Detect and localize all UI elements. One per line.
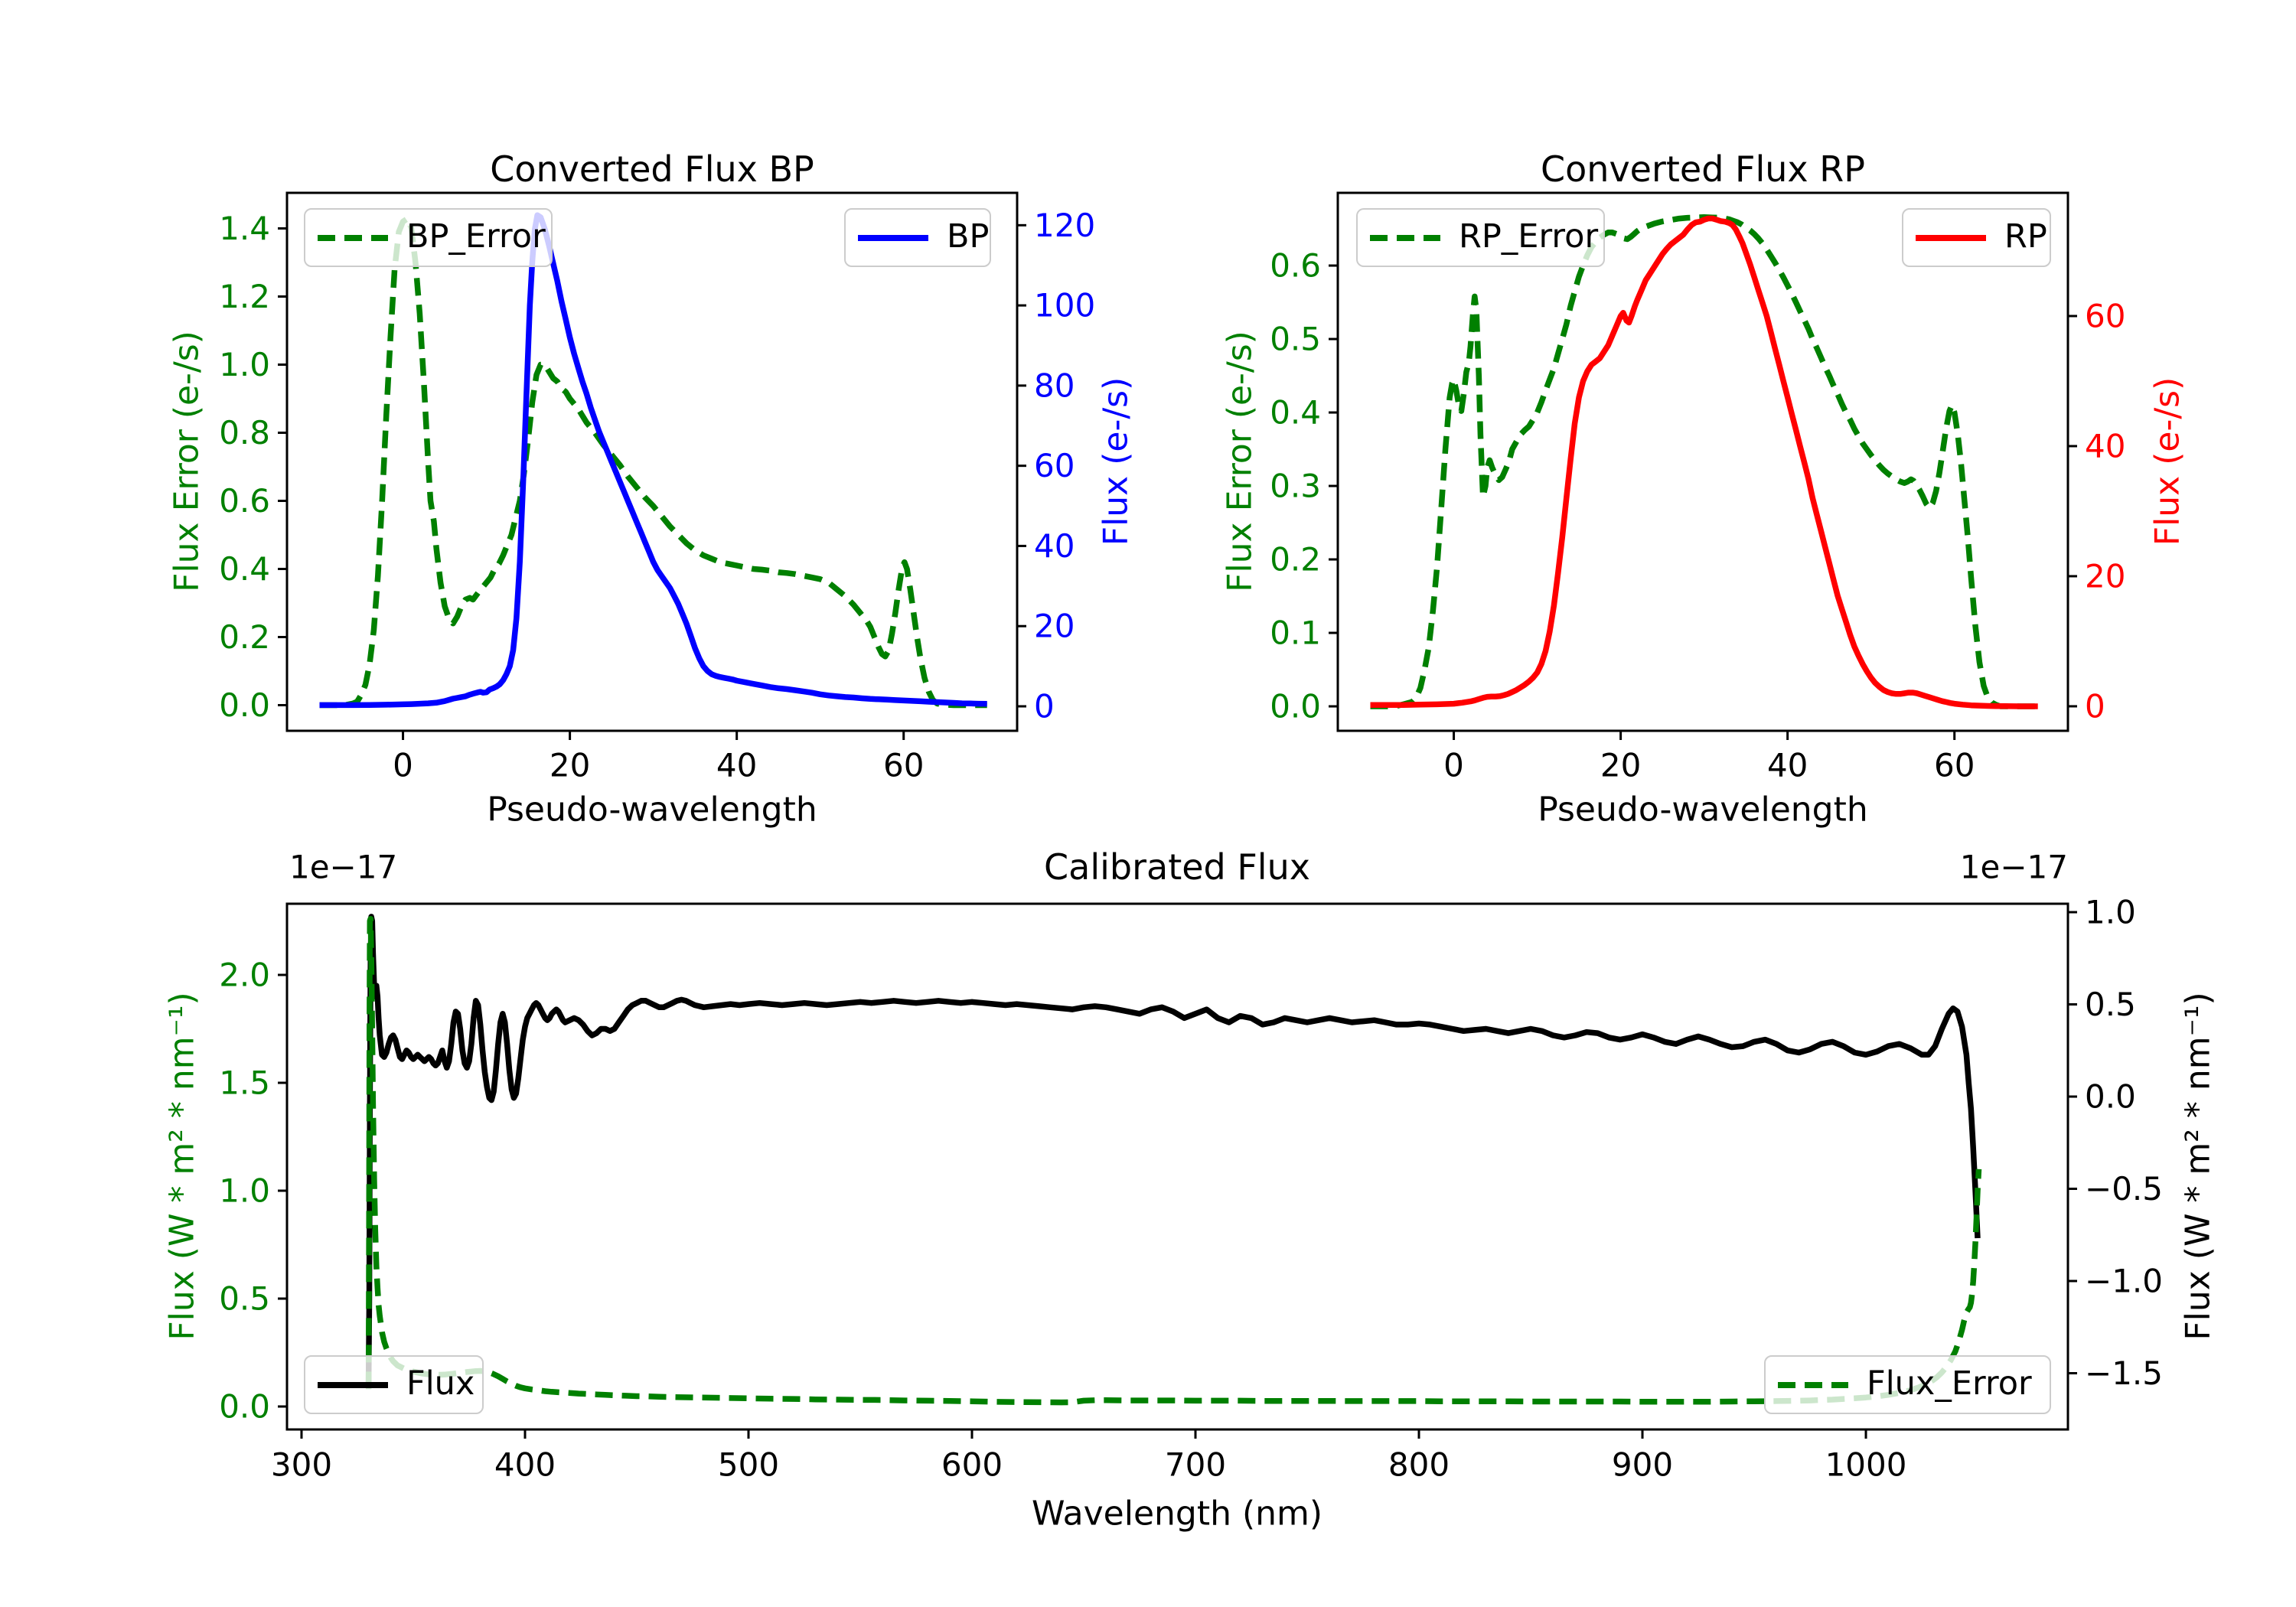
rp-left-yaxis-label: Flux Error (e-/s) bbox=[1220, 331, 1260, 592]
right-tick-label: −0.5 bbox=[2085, 1170, 2163, 1208]
left-tick-label: 0.6 bbox=[219, 482, 270, 520]
legend-label: Flux_Error bbox=[1867, 1364, 2032, 1403]
x-tick-label: 600 bbox=[941, 1446, 1003, 1484]
dashed-line-icon bbox=[1778, 1381, 1848, 1388]
axes-spines bbox=[285, 902, 2069, 1431]
left-tick-label: 1.4 bbox=[219, 210, 270, 247]
calibrated-left-yaxis-label: Flux (W * m² * nm⁻¹) bbox=[162, 992, 202, 1341]
x-tick-label: 900 bbox=[1612, 1446, 1673, 1484]
right-tick-label: 40 bbox=[1034, 527, 1075, 565]
calibrated-chart-title: Calibrated Flux bbox=[1044, 846, 1310, 888]
legend-label: BP bbox=[947, 217, 990, 256]
right-tick-label: 60 bbox=[2085, 297, 2125, 334]
left-tick-label: 2.0 bbox=[219, 957, 270, 994]
solid-line-icon bbox=[318, 1381, 388, 1388]
x-tick-label: 40 bbox=[1767, 747, 1808, 784]
x-tick-label: 1000 bbox=[1825, 1446, 1907, 1484]
left-tick-label: 1.0 bbox=[219, 1172, 270, 1209]
series-line-rp bbox=[1370, 215, 2038, 709]
x-tick-label: 40 bbox=[716, 747, 757, 784]
left-tick-label: 0.0 bbox=[219, 1387, 270, 1425]
right-tick-label: 0 bbox=[2085, 687, 2105, 725]
right-tick-label: 120 bbox=[1034, 207, 1095, 244]
solid-line-icon bbox=[1916, 234, 1986, 241]
left-tick-label: 1.5 bbox=[219, 1064, 270, 1102]
left-tick-label: 0.5 bbox=[219, 1279, 270, 1317]
x-tick-label: 0 bbox=[1443, 747, 1464, 784]
series-line-bp bbox=[319, 212, 987, 709]
left-tick-label: 0.2 bbox=[219, 618, 270, 656]
legend-label: RP bbox=[2004, 217, 2047, 256]
legend-flux-error[interactable]: Flux_Error bbox=[1764, 1355, 2051, 1414]
right-tick-label: 60 bbox=[1034, 447, 1075, 484]
right-tick-label: 20 bbox=[2085, 557, 2125, 595]
left-tick-label: 0.3 bbox=[1270, 468, 1321, 505]
x-tick-label: 20 bbox=[1600, 747, 1641, 784]
legend-label: Flux bbox=[406, 1364, 475, 1403]
series-line-rp_error bbox=[1370, 214, 2038, 709]
left-offset-text: 1e−17 bbox=[289, 848, 398, 886]
x-tick-label: 700 bbox=[1165, 1446, 1226, 1484]
axes-spines bbox=[1336, 191, 2069, 732]
calibrated-right-yaxis-label: Flux (W * m² * nm⁻¹) bbox=[2178, 992, 2218, 1341]
x-tick-label: 800 bbox=[1388, 1446, 1450, 1484]
right-tick-label: 80 bbox=[1034, 367, 1075, 404]
left-tick-label: 0.8 bbox=[219, 414, 270, 451]
bp-right-yaxis-label: Flux (e-/s) bbox=[1096, 376, 1136, 546]
x-tick-label: 0 bbox=[393, 747, 413, 784]
series-line-flux_error bbox=[365, 915, 1982, 1406]
series-line-bp_error bbox=[319, 215, 987, 709]
rp-right-yaxis-label: Flux (e-/s) bbox=[2148, 376, 2187, 546]
right-tick-label: 40 bbox=[2085, 427, 2125, 464]
right-tick-label: 1.0 bbox=[2085, 893, 2136, 931]
left-tick-label: 1.0 bbox=[219, 346, 270, 383]
legend-label: RP_Error bbox=[1459, 217, 1599, 256]
bp-xaxis-label: Pseudo-wavelength bbox=[487, 790, 817, 830]
legend-rp-error[interactable]: RP_Error bbox=[1356, 208, 1605, 267]
left-tick-label: 1.2 bbox=[219, 278, 270, 315]
x-tick-label: 400 bbox=[494, 1446, 556, 1484]
left-tick-label: 0.4 bbox=[219, 550, 270, 588]
axes-spines bbox=[285, 191, 1019, 732]
right-tick-label: 0 bbox=[1034, 687, 1055, 725]
right-tick-label: −1.5 bbox=[2085, 1354, 2163, 1392]
left-tick-label: 0.0 bbox=[219, 686, 270, 724]
right-tick-label: −1.0 bbox=[2085, 1262, 2163, 1299]
left-tick-label: 0.4 bbox=[1270, 394, 1321, 432]
left-tick-label: 0.1 bbox=[1270, 614, 1321, 652]
calibrated-xaxis-label: Wavelength (nm) bbox=[1031, 1494, 1323, 1534]
left-tick-label: 0.6 bbox=[1270, 247, 1321, 285]
left-tick-label: 0.0 bbox=[1270, 688, 1321, 725]
right-tick-label: 0.0 bbox=[2085, 1077, 2136, 1115]
right-tick-label: 100 bbox=[1034, 287, 1095, 324]
legend-bp[interactable]: BP bbox=[844, 208, 991, 267]
legend-bp-error[interactable]: BP_Error bbox=[304, 208, 553, 267]
legend-flux[interactable]: Flux bbox=[304, 1355, 484, 1414]
dashed-line-icon bbox=[318, 234, 388, 241]
x-tick-label: 20 bbox=[550, 747, 590, 784]
right-offset-text: 1e−17 bbox=[1959, 848, 2068, 886]
bp-chart-title: Converted Flux BP bbox=[490, 148, 814, 190]
dashed-line-icon bbox=[1370, 234, 1440, 241]
left-tick-label: 0.5 bbox=[1270, 321, 1321, 358]
solid-line-icon bbox=[858, 234, 928, 241]
legend-rp[interactable]: RP bbox=[1902, 208, 2051, 267]
bp-left-yaxis-label: Flux Error (e-/s) bbox=[167, 331, 207, 592]
right-tick-label: 20 bbox=[1034, 608, 1075, 645]
x-tick-label: 300 bbox=[271, 1446, 332, 1484]
left-tick-label: 0.2 bbox=[1270, 541, 1321, 579]
x-tick-label: 60 bbox=[1934, 747, 1975, 784]
rp-xaxis-label: Pseudo-wavelength bbox=[1538, 790, 1868, 830]
x-tick-label: 60 bbox=[883, 747, 924, 784]
series-line-flux bbox=[365, 914, 1981, 1385]
legend-label: BP_Error bbox=[406, 217, 546, 256]
x-tick-label: 500 bbox=[718, 1446, 779, 1484]
right-tick-label: 0.5 bbox=[2085, 986, 2136, 1023]
rp-chart-title: Converted Flux RP bbox=[1541, 148, 1865, 190]
